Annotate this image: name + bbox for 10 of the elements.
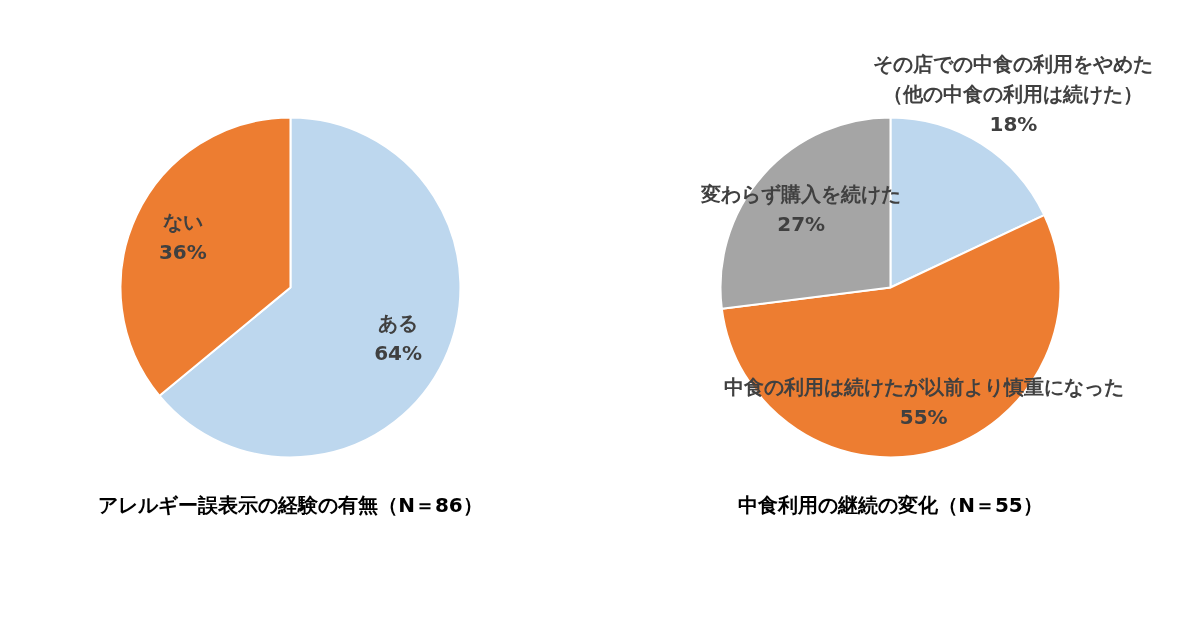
data-label: 18% <box>989 111 1038 136</box>
slice-label: ない <box>162 209 203 234</box>
text: アレルギー誤表示の経験の有無（N＝86） <box>98 492 483 517</box>
data-label: 27% <box>777 211 826 236</box>
data-label: 64% <box>374 341 423 366</box>
text: 中食利用の継続の変化（N＝55） <box>738 492 1043 517</box>
data-label: 36% <box>158 239 207 264</box>
slice-label: ある <box>378 311 419 336</box>
data-label: 55% <box>899 404 948 429</box>
slice-label: その店での中食の利用をやめた（他の中食の利用は続けた） <box>873 51 1154 106</box>
